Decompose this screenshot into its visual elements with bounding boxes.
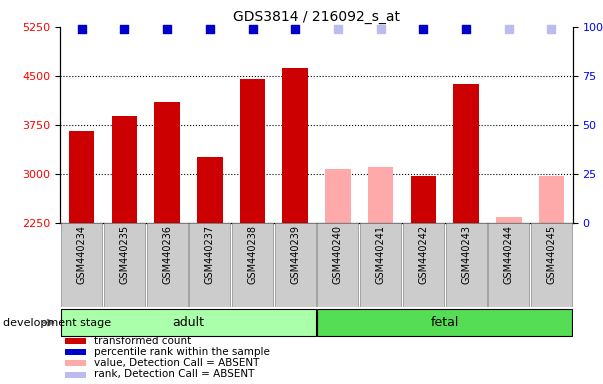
Bar (317, 309, 572, 336)
Bar (488, 223, 529, 307)
Text: GSM440241: GSM440241 (376, 225, 386, 284)
Bar (403, 223, 444, 307)
Text: fetal: fetal (431, 316, 459, 329)
Point (418, 26, 428, 32)
Text: GSM440238: GSM440238 (247, 225, 257, 284)
Bar (368, 167, 394, 223)
Bar (538, 176, 564, 223)
Bar (104, 223, 145, 307)
Bar (65, 349, 86, 356)
Text: GSM440237: GSM440237 (205, 225, 215, 285)
Text: development stage: development stage (3, 318, 111, 328)
Text: GSM440244: GSM440244 (504, 225, 514, 284)
Point (376, 26, 385, 32)
Bar (69, 131, 95, 223)
Text: rank, Detection Call = ABSENT: rank, Detection Call = ABSENT (93, 369, 254, 379)
Bar (232, 223, 273, 307)
Point (504, 26, 514, 32)
Text: value, Detection Call = ABSENT: value, Detection Call = ABSENT (93, 358, 259, 368)
Point (461, 26, 471, 32)
Bar (411, 176, 436, 223)
Text: GSM440239: GSM440239 (290, 225, 300, 284)
Bar (446, 223, 487, 307)
Text: percentile rank within the sample: percentile rank within the sample (93, 347, 270, 357)
Point (77, 26, 86, 32)
Bar (61, 309, 316, 336)
Bar (189, 223, 230, 307)
Bar (275, 223, 316, 307)
Bar (496, 217, 522, 223)
Point (119, 26, 129, 32)
Point (333, 26, 343, 32)
Bar (282, 68, 308, 223)
Bar (154, 102, 180, 223)
Bar (147, 223, 188, 307)
Point (205, 26, 215, 32)
Text: GSM440235: GSM440235 (119, 225, 130, 285)
Text: GSM440245: GSM440245 (546, 225, 557, 285)
Bar (112, 116, 137, 223)
Text: GSM440234: GSM440234 (77, 225, 87, 284)
Bar (61, 223, 102, 307)
Bar (360, 223, 401, 307)
Title: GDS3814 / 216092_s_at: GDS3814 / 216092_s_at (233, 10, 400, 25)
Bar (240, 79, 265, 223)
Text: transformed count: transformed count (93, 336, 191, 346)
Bar (531, 223, 572, 307)
Text: adult: adult (172, 316, 204, 329)
Bar (197, 157, 223, 223)
Point (248, 26, 257, 32)
Bar (65, 338, 86, 344)
Text: GSM440243: GSM440243 (461, 225, 471, 284)
Bar (317, 223, 358, 307)
Bar (325, 169, 351, 223)
Bar (65, 372, 86, 377)
Text: GSM440242: GSM440242 (418, 225, 428, 285)
Bar (453, 84, 479, 223)
Text: GSM440236: GSM440236 (162, 225, 172, 284)
Point (547, 26, 557, 32)
Point (291, 26, 300, 32)
Bar (65, 361, 86, 366)
Text: GSM440240: GSM440240 (333, 225, 343, 284)
Point (162, 26, 172, 32)
